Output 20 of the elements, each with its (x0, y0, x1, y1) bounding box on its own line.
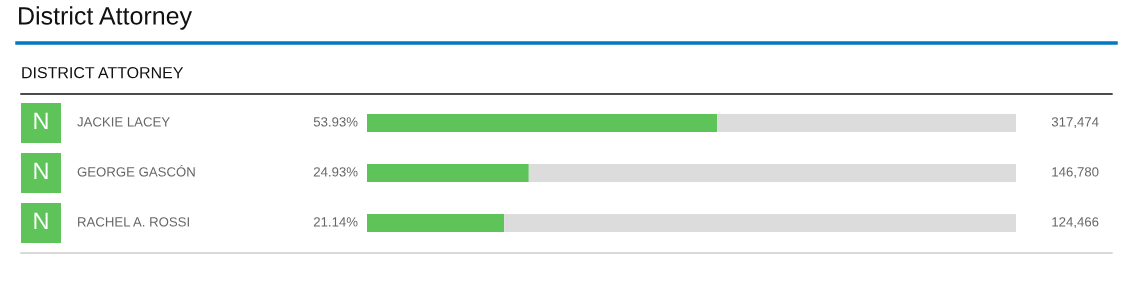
bar (528, 164, 1016, 182)
bar (367, 214, 505, 232)
text: 317,474 (1051, 117, 1099, 129)
text: N (34, 112, 48, 130)
data-label: 24.93% (313, 167, 358, 177)
y-tick-label: JACKIE LACEY (77, 117, 170, 127)
text: N (34, 212, 48, 230)
bar (717, 114, 1016, 132)
text: N (34, 162, 48, 180)
text: 146,780 (1052, 167, 1099, 179)
bar (367, 164, 529, 182)
text: 124,466 (1052, 217, 1099, 229)
data-label: 53.93% (313, 117, 358, 127)
y-tick-label: GEORGE GASCÓN (77, 164, 195, 177)
y-tick-label: RACHEL A. ROSSI (78, 217, 189, 227)
bar (504, 214, 1016, 232)
data-label: 21.14% (313, 217, 358, 227)
bar (367, 114, 718, 132)
text: DISTRICT ATTORNEY (22, 66, 184, 79)
text: District Attorney (19, 6, 193, 30)
